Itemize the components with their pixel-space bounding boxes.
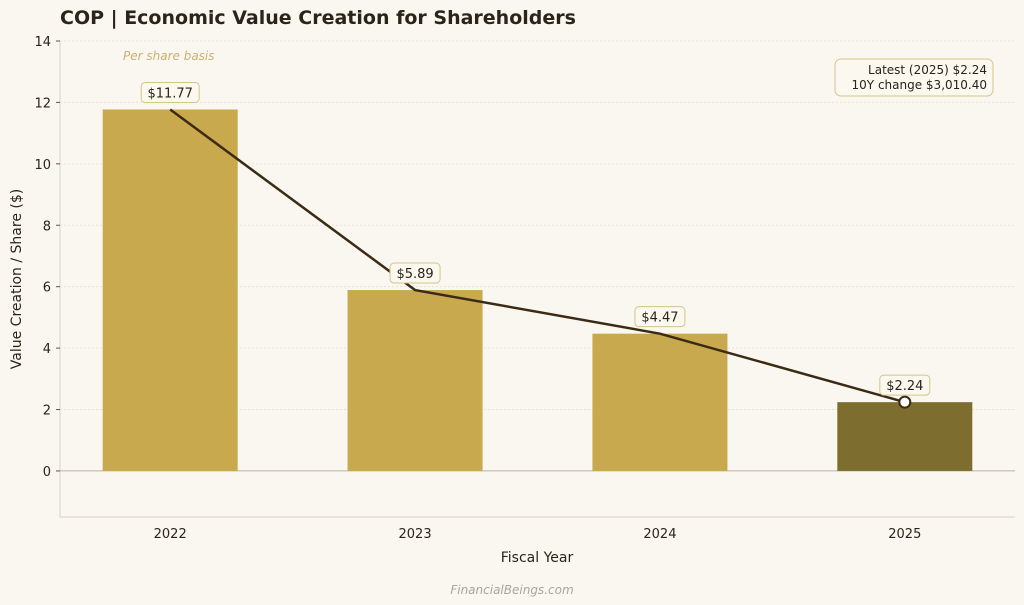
data-label: $5.89 xyxy=(396,267,433,282)
y-tick-label: 6 xyxy=(43,281,51,296)
data-label: $11.77 xyxy=(147,86,193,101)
y-tick-label: 10 xyxy=(34,158,51,173)
annotation-change: 10Y change $3,010.40 xyxy=(852,78,987,92)
annotation-box: Latest (2025) $2.24 10Y change $3,010.40 xyxy=(834,58,994,97)
data-label-box xyxy=(140,81,200,103)
data-label: $4.47 xyxy=(641,311,678,326)
watermark: FinancialBeings.com xyxy=(450,583,573,597)
y-tick-label: 4 xyxy=(43,342,51,357)
x-axis-label: Fiscal Year xyxy=(501,550,574,566)
latest-point-marker xyxy=(898,395,912,409)
bar-2025 xyxy=(837,402,973,471)
bar-2024 xyxy=(592,333,728,471)
y-tick-label: 14 xyxy=(34,35,51,50)
data-label-box xyxy=(879,374,931,396)
x-tick-label: 2025 xyxy=(888,527,921,542)
trend-line xyxy=(169,108,906,404)
data-label-box xyxy=(634,306,686,328)
data-label: $2.24 xyxy=(886,379,923,394)
data-label-box xyxy=(389,262,441,284)
y-tick-label: 2 xyxy=(43,404,51,419)
x-tick-label: 2023 xyxy=(399,527,432,542)
bar-2022 xyxy=(102,109,238,471)
annotation-latest: Latest (2025) $2.24 xyxy=(868,63,987,77)
x-tick-label: 2022 xyxy=(154,527,187,542)
chart-subtitle: Per share basis xyxy=(123,49,215,63)
x-tick-label: 2024 xyxy=(643,527,676,542)
y-axis-label: Value Creation / Share ($) xyxy=(9,189,25,369)
chart-title: COP | Economic Value Creation for Shareh… xyxy=(60,7,576,29)
y-tick-label: 0 xyxy=(43,465,51,480)
y-tick-label: 8 xyxy=(43,219,51,234)
y-tick-label: 12 xyxy=(34,96,51,111)
bar-2023 xyxy=(347,290,483,471)
